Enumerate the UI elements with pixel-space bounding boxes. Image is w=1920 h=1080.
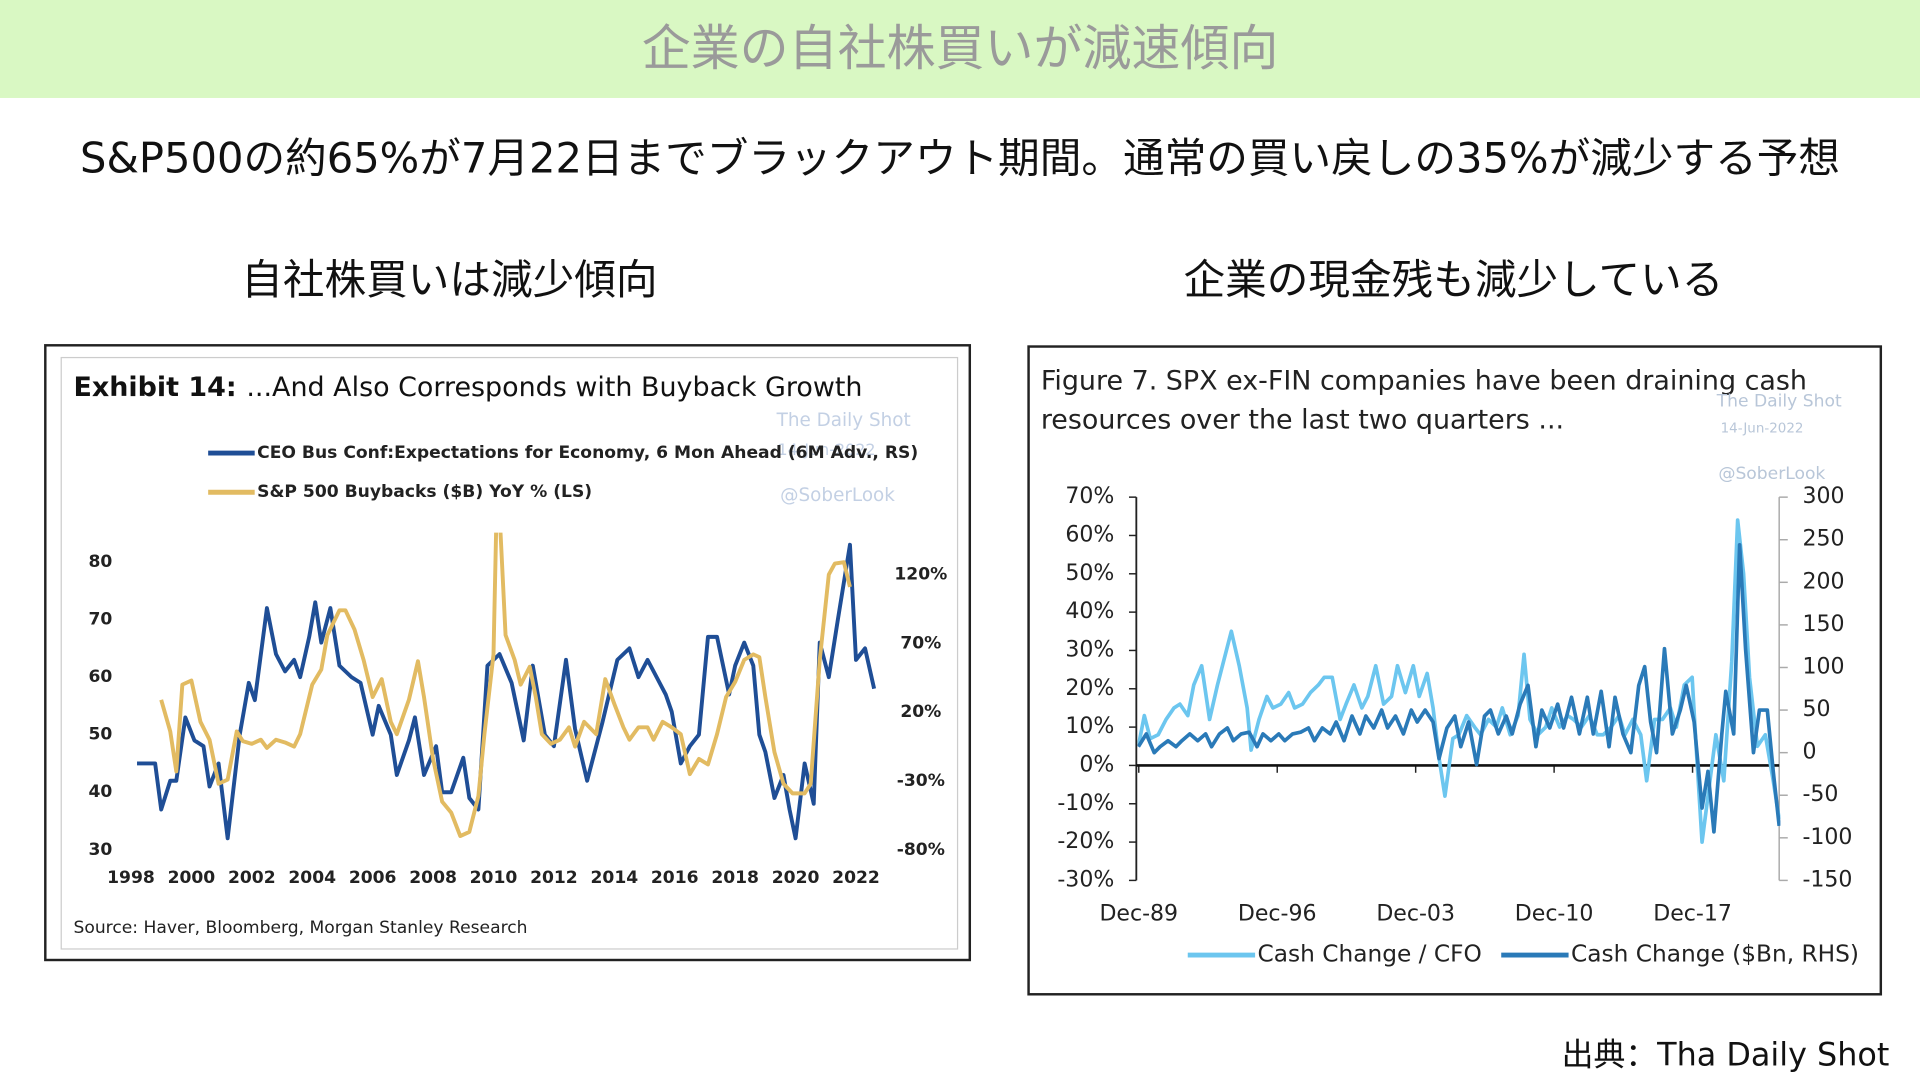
y2-tick-label: 20% bbox=[900, 702, 941, 722]
panel-frame bbox=[44, 344, 972, 962]
x-tick-label: 2006 bbox=[349, 868, 397, 888]
legend-label: CEO Bus Conf:Expectations for Economy, 6… bbox=[257, 443, 918, 463]
chart-title: Exhibit 14: ...And Also Corresponds with … bbox=[73, 372, 862, 403]
watermark: The Daily Shot bbox=[1716, 392, 1842, 412]
y2-tick-label: 50 bbox=[1802, 697, 1830, 722]
y-tick-label: 60% bbox=[1065, 522, 1114, 547]
y2-tick-label: 100 bbox=[1802, 654, 1844, 679]
legend-label: Cash Change ($Bn, RHS) bbox=[1571, 941, 1859, 968]
x-tick-label: 2014 bbox=[590, 868, 638, 888]
y-tick-label: 0% bbox=[1079, 752, 1114, 777]
panel-frame bbox=[1027, 345, 1883, 996]
y-tick-label: 30% bbox=[1065, 637, 1114, 662]
watermark: @SoberLook bbox=[1718, 464, 1825, 484]
x-tick-label: Dec-89 bbox=[1099, 902, 1178, 927]
x-tick-label: 2012 bbox=[530, 868, 578, 888]
y2-tick-label: -50 bbox=[1802, 782, 1838, 807]
watermark: @SoberLook bbox=[780, 485, 895, 506]
y-tick-label: 10% bbox=[1065, 714, 1114, 739]
chart-left: Exhibit 14: ...And Also Corresponds with … bbox=[73, 372, 947, 938]
y-tick-label: 50% bbox=[1065, 561, 1114, 586]
x-tick-label: Dec-17 bbox=[1653, 902, 1732, 927]
y2-tick-label: -100 bbox=[1802, 825, 1852, 850]
series-line bbox=[1137, 543, 1781, 834]
subtitle: S&P500の約65%が7月22日までブラックアウト期間。通常の買い戻しの35%… bbox=[80, 134, 1840, 183]
legend-label: Cash Change / CFO bbox=[1258, 941, 1482, 968]
y2-tick-label: -30% bbox=[897, 771, 945, 791]
chart-source: Source: Haver, Bloomberg, Morgan Stanley… bbox=[73, 918, 527, 938]
y-tick-label: 60 bbox=[88, 667, 112, 687]
y-tick-label: 70% bbox=[1065, 484, 1114, 509]
x-tick-label: Dec-10 bbox=[1515, 902, 1594, 927]
y-tick-label: -10% bbox=[1057, 791, 1114, 816]
y2-tick-label: 250 bbox=[1802, 527, 1844, 552]
panel-heading: 企業の現金残も減少している bbox=[1184, 255, 1724, 304]
y2-tick-label: 300 bbox=[1802, 484, 1844, 509]
x-tick-label: 2008 bbox=[409, 868, 457, 888]
chart-right: Figure 7. SPX ex-FIN companies have been… bbox=[1041, 366, 1859, 968]
watermark: The Daily Shot bbox=[776, 410, 911, 431]
series-line bbox=[159, 532, 852, 838]
x-tick-label: Dec-03 bbox=[1376, 902, 1455, 927]
x-tick-label: 2016 bbox=[651, 868, 699, 888]
x-tick-label: 2002 bbox=[228, 868, 276, 888]
y-tick-label: 30 bbox=[88, 840, 112, 860]
panel-heading: 自社株買いは減少傾向 bbox=[241, 255, 657, 304]
chart-title-text: ...And Also Corresponds with Buyback Gro… bbox=[246, 372, 862, 403]
y2-tick-label: 70% bbox=[900, 633, 941, 653]
y-tick-label: 40% bbox=[1065, 599, 1114, 624]
series-line bbox=[137, 542, 877, 841]
source-credit: 出典：Tha Daily Shot bbox=[1562, 1036, 1890, 1074]
y-tick-label: 70 bbox=[88, 610, 112, 630]
chart-title: Figure 7. SPX ex-FIN companies have been… bbox=[1041, 366, 1807, 397]
x-tick-label: 2018 bbox=[711, 868, 759, 888]
y-tick-label: 20% bbox=[1065, 676, 1114, 701]
x-tick-label: 1998 bbox=[107, 868, 155, 888]
x-tick-label: 2000 bbox=[168, 868, 216, 888]
y2-tick-label: 120% bbox=[894, 565, 947, 585]
y2-tick-label: 0 bbox=[1802, 740, 1816, 765]
watermark: 14-Jun-2022 bbox=[1721, 422, 1804, 437]
y-tick-label: 40 bbox=[88, 782, 112, 802]
header-title: 企業の自社株買いが減速傾向 bbox=[642, 20, 1279, 77]
x-tick-label: 2022 bbox=[832, 868, 880, 888]
y-tick-label: 50 bbox=[88, 725, 112, 745]
chart-title: resources over the last two quarters ... bbox=[1041, 405, 1564, 436]
y2-tick-label: 200 bbox=[1802, 569, 1844, 594]
y2-tick-label: 150 bbox=[1802, 612, 1844, 637]
x-tick-label: 2020 bbox=[772, 868, 820, 888]
y-tick-label: 80 bbox=[88, 552, 112, 572]
y-tick-label: -30% bbox=[1057, 867, 1114, 892]
y-tick-label: -20% bbox=[1057, 829, 1114, 854]
y2-tick-label: -80% bbox=[897, 840, 945, 860]
chart-title-label: Exhibit 14: bbox=[73, 372, 236, 403]
x-tick-label: 2010 bbox=[470, 868, 518, 888]
panel-inner-frame bbox=[60, 356, 959, 950]
x-tick-label: Dec-96 bbox=[1238, 902, 1317, 927]
legend-label: S&P 500 Buybacks ($B) YoY % (LS) bbox=[257, 482, 592, 502]
y2-tick-label: -150 bbox=[1802, 867, 1852, 892]
header-band bbox=[0, 0, 1920, 98]
watermark: 14-Jun-2022 bbox=[778, 440, 876, 459]
x-tick-label: 2004 bbox=[288, 868, 336, 888]
